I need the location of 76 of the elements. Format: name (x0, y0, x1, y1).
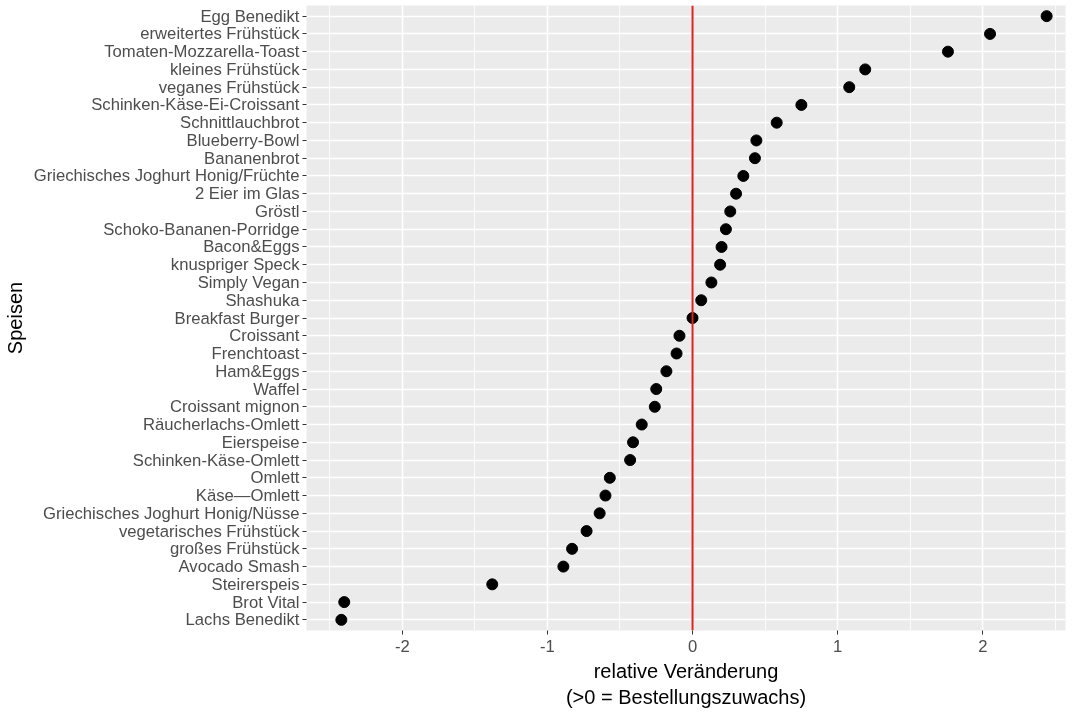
point (557, 560, 570, 573)
point (715, 240, 728, 253)
y-tick-label: knuspriger Speck (170, 255, 301, 275)
point (1040, 10, 1053, 23)
y-tick-label: Croissant mignon (169, 397, 300, 417)
point (730, 187, 743, 200)
y-tick-label: Schnittlauchbrot (180, 113, 300, 133)
y-tick-label: Ham&Eggs (215, 361, 300, 381)
point (695, 294, 708, 307)
point (624, 454, 637, 467)
y-tick-label: Egg Benedikt (200, 6, 300, 26)
point (843, 81, 856, 94)
y-tick-label: Griechisches Joghurt Honig/Früchte (33, 166, 300, 186)
point (660, 365, 673, 378)
y-tick-label: Griechisches Joghurt Honig/Nüsse (43, 503, 300, 523)
x-tick-label: -1 (540, 636, 555, 656)
y-tick-label: Brot Vital (232, 592, 300, 612)
point (719, 223, 732, 236)
y-tick-label: großes Frühstück (169, 539, 301, 559)
y-tick-label: Omlett (250, 468, 300, 488)
point (627, 436, 640, 449)
y-tick-label: Shashuka (225, 290, 301, 310)
y-tick-label: Gröstl (255, 201, 300, 221)
y-tick-label: Eierspeise (221, 432, 300, 452)
point (335, 613, 348, 626)
y-tick-label: Tomaten-Mozzarella-Toast (104, 42, 300, 62)
x-axis-title: relative Veränderung (>0 = Bestellungszuwachs) (565, 659, 807, 708)
point (737, 169, 750, 182)
y-tick-label: Simply Vegan (197, 272, 300, 292)
y-tick-label: veganes Frühstück (158, 77, 301, 97)
y-tick-label: Lachs Benedikt (185, 610, 300, 630)
point (648, 400, 661, 413)
point (984, 27, 997, 40)
point (566, 542, 579, 555)
point (650, 383, 663, 396)
y-tick-label: vegetarisches Frühstück (118, 521, 301, 541)
y-tick-label: Schinken-Käse-Ei-Croissant (91, 95, 300, 115)
y-tick-label: Käse—Omlett (195, 486, 300, 506)
point (748, 152, 761, 165)
y-tick-label: kleines Frühstück (169, 59, 301, 79)
y-tick-label: Avocado Smash (178, 557, 300, 577)
y-tick-label: Breakfast Burger (174, 308, 300, 328)
y-tick-label: erweitertes Frühstück (140, 24, 301, 44)
y-tick-label: Steirerspeis (211, 574, 300, 594)
point (705, 276, 718, 289)
point (673, 329, 686, 342)
point (670, 347, 683, 360)
y-tick-label: Frenchtoast (211, 344, 300, 364)
y-tick-label: Croissant (229, 326, 300, 346)
point (599, 489, 612, 502)
point (750, 134, 763, 147)
y-tick-label: Räucherlachs-Omlett (143, 415, 300, 435)
x-tick-label: 1 (833, 636, 843, 656)
x-tick-label: 2 (978, 636, 988, 656)
point (580, 525, 593, 538)
point (603, 471, 616, 484)
point (724, 205, 737, 218)
y-tick-label: Bacon&Eggs (203, 237, 300, 257)
x-tick-label: 0 (687, 636, 698, 656)
point (486, 578, 499, 591)
point (941, 45, 954, 58)
y-tick-label: Schinken-Käse-Omlett (132, 450, 300, 470)
point (338, 596, 351, 609)
point (714, 258, 727, 271)
point (795, 98, 808, 111)
point (593, 507, 606, 520)
point (635, 418, 648, 431)
x-tick-label: -2 (394, 636, 410, 656)
y-axis-title: Speisen (3, 281, 26, 355)
y-tick-label: Blueberry-Bowl (186, 130, 300, 150)
y-tick-label: Schoko-Bananen-Porridge (103, 219, 300, 239)
y-tick-label: 2 Eier im Glas (194, 184, 300, 204)
point (859, 63, 872, 76)
point (770, 116, 783, 129)
y-tick-label: Waffel (253, 379, 300, 399)
y-tick-label: Bananenbrot (204, 148, 300, 168)
